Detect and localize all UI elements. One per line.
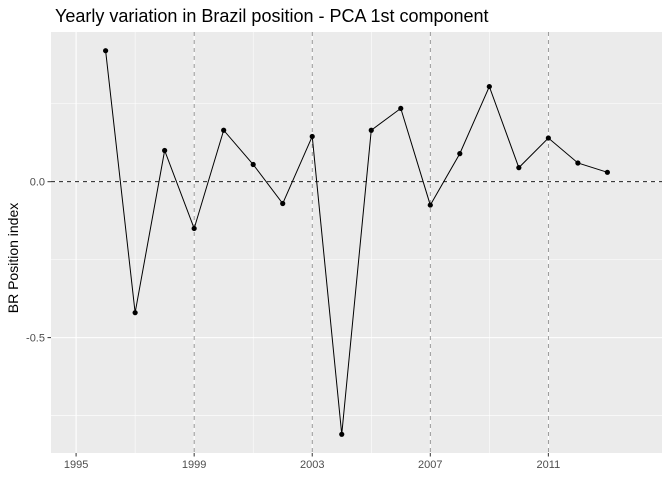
x-tick-label: 2007 [418,459,442,471]
y-tick-label: -0.5 [26,333,45,345]
data-point [132,310,138,316]
y-axis-title: BR Position index [5,203,21,314]
data-point [427,202,433,208]
series-line [105,50,608,435]
points-group [103,48,610,437]
data-point [368,127,374,133]
data-point [339,431,345,437]
y-axis: 0.0 -0.5 [26,177,51,345]
x-tick-label: 1995 [64,459,88,471]
data-point [103,48,109,54]
x-tick-label: 2003 [300,459,324,471]
data-point [221,127,227,133]
x-tick-label: 1999 [182,459,206,471]
x-tick-label: 2011 [537,459,561,471]
data-point [545,135,551,141]
data-point [604,169,610,175]
y-tick-label: 0.0 [30,177,45,189]
chart-title: Yearly variation in Brazil position - PC… [55,6,489,26]
data-point [486,83,492,90]
plot-panel [51,32,662,453]
data-point [575,160,581,166]
data-point [516,165,522,171]
reference-lines [51,32,662,453]
x-axis: 1995 1999 2003 2007 2011 [64,453,560,471]
grid-minor-y [51,103,662,416]
data-point [162,147,168,154]
data-point [398,105,404,112]
data-point [309,133,315,140]
data-point [457,151,463,157]
data-point [250,161,256,168]
series-group [105,50,608,435]
data-point [191,225,197,232]
grid-minor-x [134,32,490,453]
data-point [280,200,286,207]
